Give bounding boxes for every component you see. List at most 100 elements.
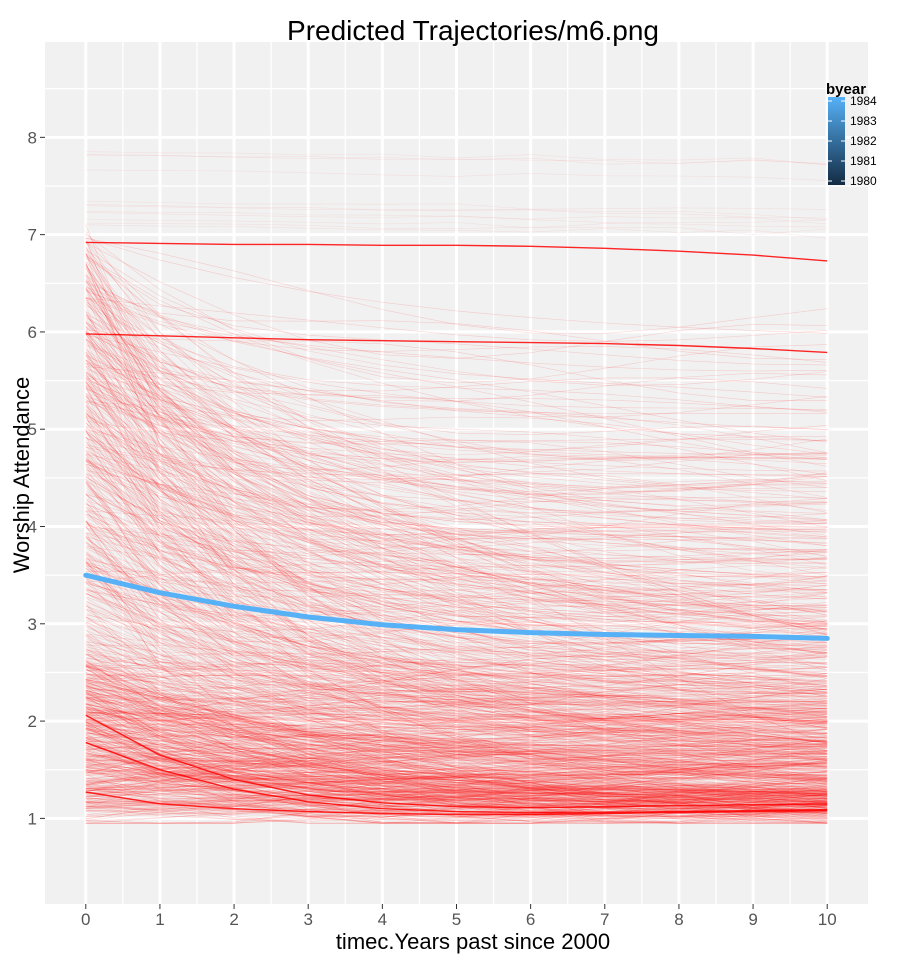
trajectory-line	[85, 567, 828, 794]
trajectory-line	[85, 782, 828, 801]
trajectory-line	[85, 446, 828, 606]
trajectory-line	[85, 386, 828, 590]
trajectory-line	[85, 789, 828, 824]
trajectory-line	[85, 493, 828, 711]
trajectory-line	[85, 625, 828, 729]
trajectory-line	[85, 680, 828, 823]
trajectory-line	[85, 699, 828, 760]
trajectory-line	[85, 233, 828, 384]
trajectory-line	[85, 382, 828, 630]
trajectory-line	[85, 653, 828, 809]
trajectory-line	[85, 279, 828, 725]
trajectory-line	[85, 659, 828, 711]
trajectory-line	[85, 521, 828, 638]
trajectory-line	[85, 257, 828, 366]
trajectory-line	[85, 761, 828, 824]
trajectory-line	[85, 381, 828, 562]
trajectory-line	[85, 562, 828, 673]
trajectory-line	[85, 562, 828, 761]
trajectory-line	[85, 767, 828, 811]
trajectory-line	[85, 709, 828, 758]
trajectory-line	[85, 577, 828, 786]
x-axis-title: timec.Years past since 2000	[336, 929, 610, 954]
trajectory-line	[85, 750, 828, 805]
trajectory-line	[85, 249, 828, 398]
trajectory-line	[85, 490, 828, 576]
trajectory-line	[85, 694, 828, 741]
legend-label: 1980	[850, 174, 877, 188]
trajectory-line	[85, 797, 828, 824]
trajectory-line	[85, 755, 828, 797]
trajectory-line	[85, 377, 828, 626]
trajectory-line	[85, 787, 828, 824]
trajectory-line	[85, 366, 828, 418]
trajectory-line	[85, 377, 828, 524]
trajectory-line	[85, 265, 828, 717]
trajectory-line	[85, 385, 828, 459]
trajectory-line	[85, 301, 828, 600]
trajectory-line	[85, 493, 828, 741]
trajectory-line	[85, 494, 828, 561]
trajectory-line	[85, 718, 828, 788]
trajectory-line	[85, 275, 828, 627]
trajectory-line	[85, 745, 828, 772]
legend-label: 1982	[850, 134, 877, 148]
trajectory-line	[85, 622, 828, 795]
trajectory-line	[85, 375, 828, 495]
trajectory-line	[85, 649, 828, 743]
trajectory-line	[85, 200, 828, 210]
trajectory-line	[85, 679, 828, 818]
trajectory-line	[85, 802, 828, 817]
trajectory-line	[85, 415, 828, 539]
trajectory-line	[85, 730, 828, 755]
trajectory-line	[85, 285, 828, 655]
trajectory-line	[85, 698, 828, 743]
trajectory-line	[85, 378, 828, 624]
trajectory-line	[85, 756, 828, 786]
trajectory-line	[85, 287, 828, 361]
trajectory-line	[85, 395, 828, 691]
trajectory-line	[85, 532, 828, 614]
trajectory-line	[85, 673, 828, 764]
trajectory-line	[85, 564, 828, 692]
trajectory-line	[85, 579, 828, 682]
x-tick-label: 7	[600, 910, 609, 929]
trajectory-line	[85, 561, 828, 722]
trajectory-line	[85, 752, 828, 799]
legend-label: 1983	[850, 114, 877, 128]
trajectory-line	[85, 317, 828, 430]
trajectory-line	[85, 764, 828, 798]
trajectory-line-highlight	[85, 741, 828, 814]
trajectory-line	[85, 788, 828, 793]
trajectory-line	[85, 725, 828, 793]
trajectory-line	[85, 711, 828, 743]
trajectory-line	[85, 204, 828, 219]
trajectory-line-highlight	[85, 791, 828, 816]
trajectory-line	[85, 745, 828, 810]
trajectory-line	[85, 665, 828, 824]
trajectory-line	[85, 770, 828, 806]
trajectory-line	[85, 752, 828, 824]
trajectory-line	[85, 714, 828, 824]
trajectory-line	[85, 674, 828, 676]
trajectory-line	[85, 662, 828, 683]
trajectory-line	[85, 363, 828, 460]
trajectory-line	[85, 314, 828, 459]
trajectory-line	[85, 691, 828, 822]
trajectory-line-highlight	[85, 241, 828, 262]
trajectory-line	[85, 673, 828, 719]
trajectory-line	[85, 710, 828, 753]
trajectory-line	[85, 689, 828, 744]
trajectory-line	[85, 613, 828, 724]
trajectory-line	[85, 730, 828, 810]
x-tick-label: 6	[526, 910, 535, 929]
trajectory-line	[85, 756, 828, 767]
trajectory-line	[85, 413, 828, 660]
legend-ticks: 1984 1983 1982 1981 1980	[828, 94, 877, 188]
trajectory-line	[85, 720, 828, 793]
trajectory-line	[85, 666, 828, 752]
trajectory-line	[85, 616, 828, 751]
trajectory-line	[85, 728, 828, 762]
trajectory-line	[85, 795, 828, 811]
trajectory-line	[85, 404, 828, 674]
